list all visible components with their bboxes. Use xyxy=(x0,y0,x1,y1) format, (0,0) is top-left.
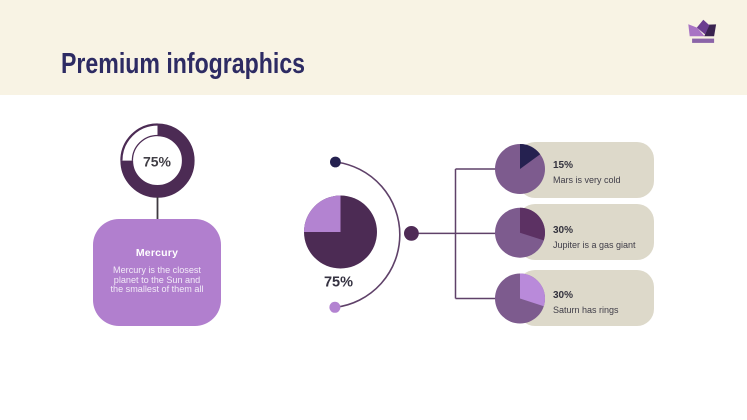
svg-text:75%: 75% xyxy=(324,275,353,291)
svg-text:75%: 75% xyxy=(143,153,172,169)
